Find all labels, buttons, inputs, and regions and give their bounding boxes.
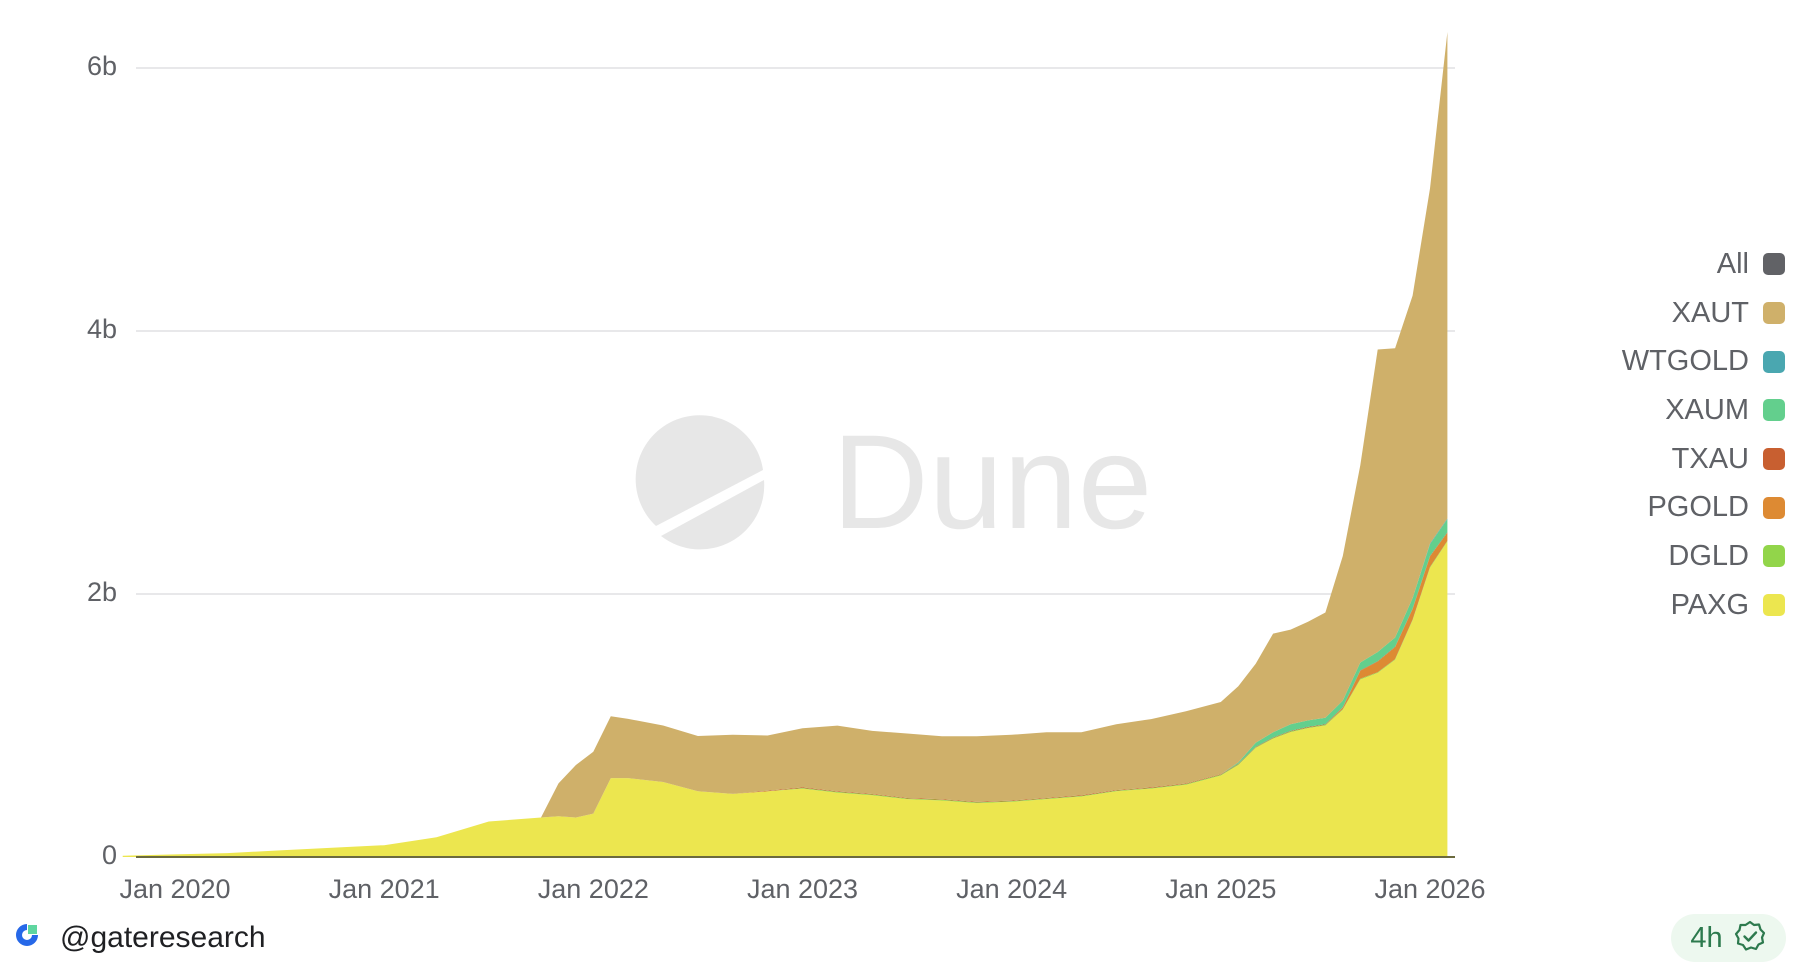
legend-swatch bbox=[1763, 496, 1785, 519]
area-paxg[interactable] bbox=[122, 541, 1448, 857]
x-tick-label: Jan 2021 bbox=[328, 874, 440, 904]
legend-item-all[interactable]: All bbox=[1485, 240, 1785, 289]
y-tick-label: 2b bbox=[86, 577, 117, 607]
legend-swatch bbox=[1763, 594, 1785, 617]
refresh-interval: 4h bbox=[1690, 921, 1723, 954]
legend-swatch bbox=[1763, 350, 1785, 373]
dune-watermark: Dune bbox=[635, 408, 1152, 557]
legend-item-wtgold[interactable]: WTGOLD bbox=[1485, 337, 1785, 386]
legend-swatch bbox=[1763, 253, 1785, 276]
gridlines bbox=[136, 67, 1455, 595]
legend-item-dgld[interactable]: DGLD bbox=[1485, 532, 1785, 581]
author-handle[interactable]: @gateresearch bbox=[60, 920, 266, 954]
legend-swatch bbox=[1763, 545, 1785, 568]
legend-item-xaut[interactable]: XAUT bbox=[1485, 289, 1785, 338]
legend-label: TXAU bbox=[1671, 442, 1749, 475]
x-tick-label: Jan 2023 bbox=[746, 874, 859, 904]
y-tick-label: 6b bbox=[86, 51, 117, 81]
legend-item-xaum[interactable]: XAUM bbox=[1485, 386, 1785, 435]
refresh-badge[interactable]: 4h bbox=[1671, 914, 1786, 962]
x-tick-label: Jan 2024 bbox=[956, 874, 1068, 904]
legend-swatch bbox=[1763, 448, 1785, 471]
x-tick-label: Jan 2022 bbox=[537, 874, 649, 904]
area-xaut[interactable] bbox=[122, 32, 1448, 856]
x-tick-label: Jan 2020 bbox=[119, 874, 231, 904]
watermark-text: Dune bbox=[832, 408, 1152, 557]
y-tick-label: 0 bbox=[101, 840, 117, 870]
x-tick-label: Jan 2025 bbox=[1165, 874, 1277, 904]
gate-logo-icon bbox=[10, 918, 44, 957]
legend-label: DGLD bbox=[1668, 539, 1749, 572]
area-series bbox=[122, 32, 1448, 857]
legend-swatch bbox=[1763, 399, 1785, 422]
legend: All XAUT WTGOLD XAUM TXAU PGOLD DGLD PAXG bbox=[1485, 240, 1785, 630]
y-tick-label: 4b bbox=[86, 314, 117, 344]
legend-item-paxg[interactable]: PAXG bbox=[1485, 581, 1785, 630]
legend-label: PAXG bbox=[1670, 588, 1749, 621]
legend-swatch bbox=[1763, 302, 1785, 325]
author-credit[interactable]: @gateresearch bbox=[10, 918, 266, 957]
legend-label: WTGOLD bbox=[1621, 345, 1749, 378]
legend-item-pgold[interactable]: PGOLD bbox=[1485, 483, 1785, 532]
legend-item-txau[interactable]: TXAU bbox=[1485, 435, 1785, 484]
legend-label: XAUM bbox=[1665, 393, 1749, 426]
verified-check-icon bbox=[1733, 919, 1767, 958]
legend-label: XAUT bbox=[1671, 296, 1749, 329]
legend-label: All bbox=[1716, 247, 1749, 280]
x-tick-label: Jan 2026 bbox=[1374, 874, 1486, 904]
legend-label: PGOLD bbox=[1647, 491, 1749, 524]
